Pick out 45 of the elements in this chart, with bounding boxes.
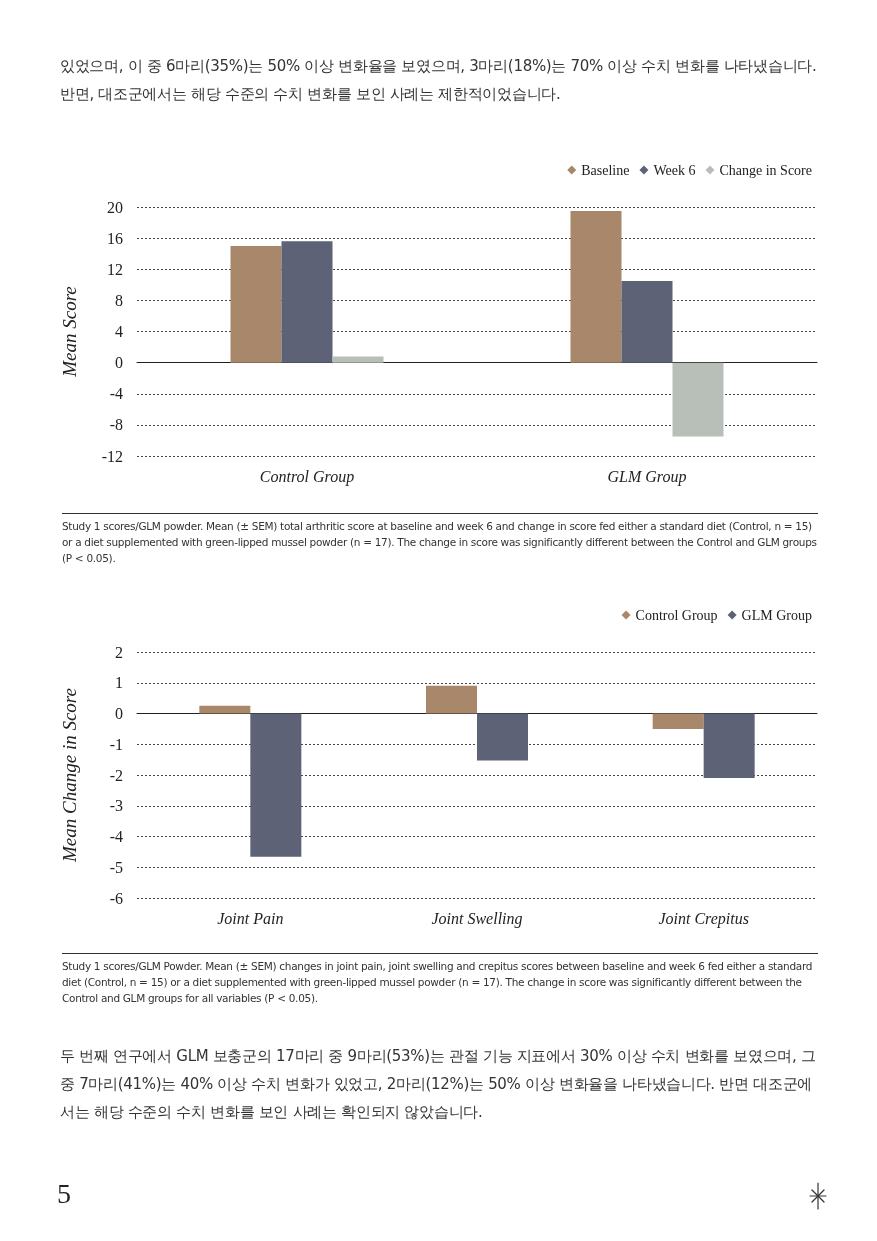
text: 5 <box>57 1178 71 1210</box>
text: 두 번째 연구에서 GLM 보충군의 17마리 중 9마리(53%)는 관절 기능 지표에서 30% 이상 수치 변화를 보였으며, 그 중 7마리(41%)는 40% 이상 수치 변화가 있었고, 2마리(12%)는 50% 이상 변화율을 나타냈습니다. 반면 대조군에서는 해당 수준의 수치 변화를 보인 사례는 확인되지 않았습니다. <box>60 1046 817 1123</box>
y-tick-label: 2 <box>115 643 123 661</box>
text: Study 1 scores/GLM Powder. Mean (± SEM) changes in joint pain, joint swelling and crepitus scores between baseline and week 6 fed either a standard diet (Control, n = 15) or a diet supplemented with green-lipped mussel powder (n = 17). The change in score was significantly different between the Control and GLM groups for all variables (P < 0.05). <box>62 953 818 1006</box>
y-tick-label: 12 <box>107 260 123 278</box>
y-tick-label: -8 <box>109 416 123 434</box>
x-tick-label: Joint Swelling <box>431 909 523 928</box>
legend-label: Control Group <box>635 607 718 623</box>
bar <box>652 713 704 729</box>
y-tick-label: -12 <box>101 447 123 465</box>
legend-label: Change in Score <box>719 162 812 178</box>
bar <box>230 245 282 363</box>
y-tick-label: 4 <box>115 323 123 340</box>
y-tick-label: 0 <box>115 705 123 722</box>
y-tick-label: -6 <box>109 889 123 907</box>
x-tick-label: Joint Crepitus <box>658 909 749 928</box>
y-axis-title: Mean Score <box>59 286 80 378</box>
bar <box>426 685 477 714</box>
text: 있었으며, 이 중 6마리(35%)는 50% 이상 변화율을 보였으며, 3마리(18%)는 70% 이상 수치 변화를 나타냈습니다. 반면, 대조군에서는 해당 수준의 수치 변화를 보인 사례는 제한적이었습니다. <box>60 56 818 105</box>
bar <box>332 356 384 363</box>
legend-label: Baseline <box>581 162 630 178</box>
y-tick-label: -4 <box>109 828 123 845</box>
bar <box>570 210 622 363</box>
y-tick-label: -3 <box>109 797 123 815</box>
x-tick-label: Joint Pain <box>217 909 284 927</box>
y-tick-label: -2 <box>109 766 123 784</box>
bar <box>477 713 528 761</box>
legend-label: GLM Group <box>741 607 813 623</box>
bar <box>621 280 673 363</box>
bar <box>250 713 302 857</box>
y-tick-label: 20 <box>107 198 123 216</box>
y-tick-label: 8 <box>115 291 123 309</box>
y-axis-title: Mean Change in Score <box>59 688 80 863</box>
y-tick-label: 16 <box>107 229 123 247</box>
y-tick-label: 0 <box>115 354 123 372</box>
y-tick-label: 1 <box>115 674 123 692</box>
legend-label: Week 6 <box>653 162 696 178</box>
bar <box>199 705 251 714</box>
bar <box>703 713 755 779</box>
y-tick-label: -4 <box>109 385 123 403</box>
bar <box>281 241 333 363</box>
bar <box>672 362 724 437</box>
text: Study 1 scores/GLM powder. Mean (± SEM) total arthritic score at baseline and week 6 and change in score fed either a standard diet (Control, n = 15) or a diet supplemented with green-lipped mussel powder (n = 17). The change in score was significantly different between the Control and GLM groups (P < 0.05). <box>62 513 818 566</box>
y-tick-label: -1 <box>109 735 123 753</box>
y-tick-label: -5 <box>109 858 123 876</box>
